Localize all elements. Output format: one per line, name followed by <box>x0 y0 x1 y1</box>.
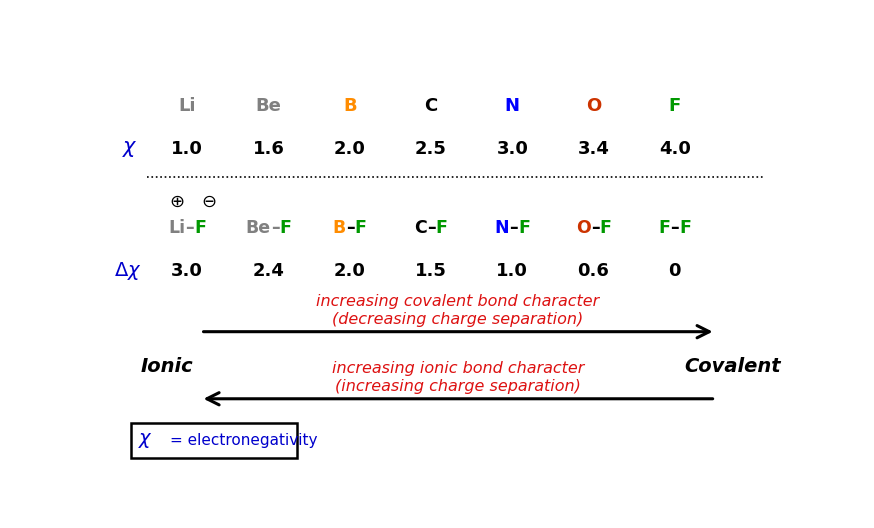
Text: N: N <box>495 219 510 237</box>
Text: increasing covalent bond character: increasing covalent bond character <box>316 294 600 309</box>
Text: B: B <box>333 219 346 237</box>
Text: F: F <box>355 219 366 237</box>
Text: Li: Li <box>169 219 185 237</box>
Text: 1.6: 1.6 <box>253 140 284 158</box>
Text: (decreasing charge separation): (decreasing charge separation) <box>332 312 584 327</box>
Text: F: F <box>518 219 530 237</box>
Text: –: – <box>271 219 280 237</box>
Text: (increasing charge separation): (increasing charge separation) <box>335 379 581 394</box>
Text: 2.0: 2.0 <box>334 140 365 158</box>
Text: F: F <box>194 219 206 237</box>
Text: –: – <box>427 219 436 237</box>
Text: C: C <box>414 219 427 237</box>
Text: O: O <box>586 97 601 115</box>
Text: ⊕: ⊕ <box>170 193 184 211</box>
Text: 2.4: 2.4 <box>253 262 284 280</box>
Text: –: – <box>670 219 679 237</box>
Text: F: F <box>600 219 611 237</box>
Text: Ionic: Ionic <box>141 357 193 376</box>
Text: increasing ionic bond character: increasing ionic bond character <box>332 361 585 376</box>
Text: 1.5: 1.5 <box>415 262 447 280</box>
Text: $\Delta\chi$: $\Delta\chi$ <box>114 260 142 282</box>
Text: 1.0: 1.0 <box>496 262 528 280</box>
Text: Li: Li <box>178 97 196 115</box>
Text: = electronegativity: = electronegativity <box>170 433 318 448</box>
Text: $\chi$: $\chi$ <box>121 139 137 159</box>
Text: 0.6: 0.6 <box>578 262 609 280</box>
Text: O: O <box>576 219 591 237</box>
Text: F: F <box>669 97 681 115</box>
Text: F: F <box>436 219 447 237</box>
Text: 3.0: 3.0 <box>496 140 528 158</box>
Text: 3.0: 3.0 <box>171 262 203 280</box>
Text: Be: Be <box>246 219 271 237</box>
Text: 2.0: 2.0 <box>334 262 365 280</box>
Text: –: – <box>510 219 518 237</box>
Text: 1.0: 1.0 <box>171 140 203 158</box>
Text: B: B <box>343 97 357 115</box>
Text: F: F <box>679 219 691 237</box>
Text: 4.0: 4.0 <box>659 140 690 158</box>
Text: 0: 0 <box>669 262 681 280</box>
Text: N: N <box>505 97 520 115</box>
Text: Covalent: Covalent <box>684 357 780 376</box>
Text: F: F <box>280 219 291 237</box>
Text: $\chi$: $\chi$ <box>138 431 153 450</box>
Text: –: – <box>591 219 600 237</box>
Text: –: – <box>185 219 194 237</box>
Text: 2.5: 2.5 <box>415 140 447 158</box>
Text: C: C <box>425 97 438 115</box>
FancyBboxPatch shape <box>131 423 297 458</box>
Text: –: – <box>346 219 355 237</box>
Text: ⊖: ⊖ <box>201 193 217 211</box>
Text: Be: Be <box>255 97 281 115</box>
Text: F: F <box>659 219 670 237</box>
Text: 3.4: 3.4 <box>578 140 609 158</box>
